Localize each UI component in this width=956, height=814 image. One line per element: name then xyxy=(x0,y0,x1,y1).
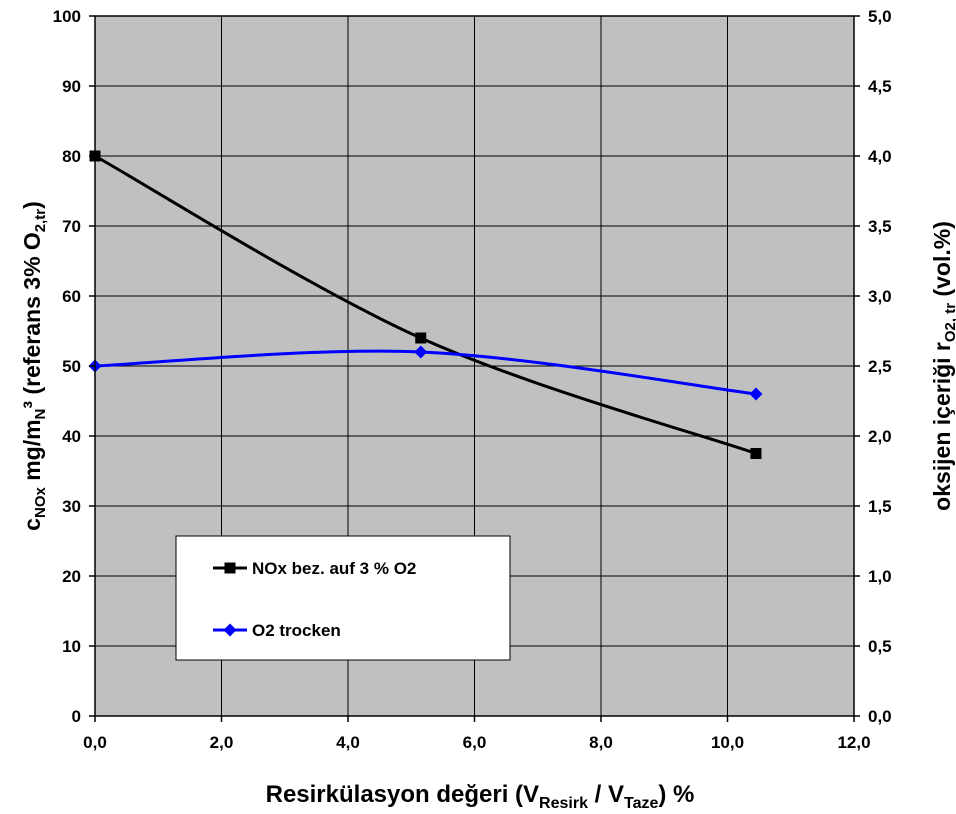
legend-box xyxy=(175,535,511,661)
data-point xyxy=(414,345,428,359)
y-left-tick-label: 70 xyxy=(62,217,81,236)
x-tick-label: 4,0 xyxy=(336,733,360,752)
legend-swatch-marker xyxy=(223,623,237,637)
y-axis-left-title: cNOx mg/mN³ (referans 3% O2,tr) xyxy=(19,201,49,531)
x-tick-label: 8,0 xyxy=(589,733,613,752)
y-right-tick-label: 5,0 xyxy=(868,7,892,26)
axis-ticks: 0,0 2,0 4,0 6,0 8,0 10,0 12,0 0 10 20 30 40 50 60 70 80… xyxy=(53,7,892,752)
y-right-tick-label: 0,0 xyxy=(868,707,892,726)
grid-lines xyxy=(95,16,854,716)
y-right-tick-label: 4,5 xyxy=(868,77,892,96)
x-axis-title: Resirkülasyon değeri (VResirk / VTaze) % xyxy=(266,781,695,812)
y-right-tick-label: 3,5 xyxy=(868,217,892,236)
y-left-tick-label: 80 xyxy=(62,147,81,166)
x-tick-label: 6,0 xyxy=(463,733,487,752)
y-right-tick-label: 3,0 xyxy=(868,287,892,306)
legend-swatch-marker xyxy=(224,562,236,574)
y-right-tick-label: 0,5 xyxy=(868,637,892,656)
y-left-tick-label: 90 xyxy=(62,77,81,96)
legend-label: O2 trocken xyxy=(252,621,341,640)
x-tick-label: 2,0 xyxy=(210,733,234,752)
y-left-tick-label: 30 xyxy=(62,497,81,516)
x-tick-label: 0,0 xyxy=(83,733,107,752)
y-right-tick-label: 4,0 xyxy=(868,147,892,166)
legend-entry: O2 trocken xyxy=(213,621,341,640)
data-point xyxy=(749,387,763,401)
y-right-tick-label: 1,5 xyxy=(868,497,892,516)
y-axis-right-title: oksijen içeriği rO2, tr (vol.%) xyxy=(929,221,956,511)
legend: NOx bez. auf 3 % O2 O2 trocken xyxy=(175,535,511,661)
legend-label: NOx bez. auf 3 % O2 xyxy=(252,559,416,578)
y-right-tick-label: 2,5 xyxy=(868,357,892,376)
y-right-tick-label: 2,0 xyxy=(868,427,892,446)
y-left-tick-label: 100 xyxy=(53,7,81,26)
y-left-tick-label: 20 xyxy=(62,567,81,586)
y-left-tick-label: 0 xyxy=(72,707,81,726)
data-point xyxy=(415,332,427,344)
y-left-tick-label: 60 xyxy=(62,287,81,306)
y-left-tick-label: 10 xyxy=(62,637,81,656)
y-left-tick-label: 40 xyxy=(62,427,81,446)
x-tick-label: 10,0 xyxy=(711,733,744,752)
data-point xyxy=(750,448,762,459)
legend-entry: NOx bez. auf 3 % O2 xyxy=(213,559,416,578)
y-right-tick-label: 1,0 xyxy=(868,567,892,586)
y-left-tick-label: 50 xyxy=(62,357,81,376)
x-tick-label: 12,0 xyxy=(837,733,870,752)
